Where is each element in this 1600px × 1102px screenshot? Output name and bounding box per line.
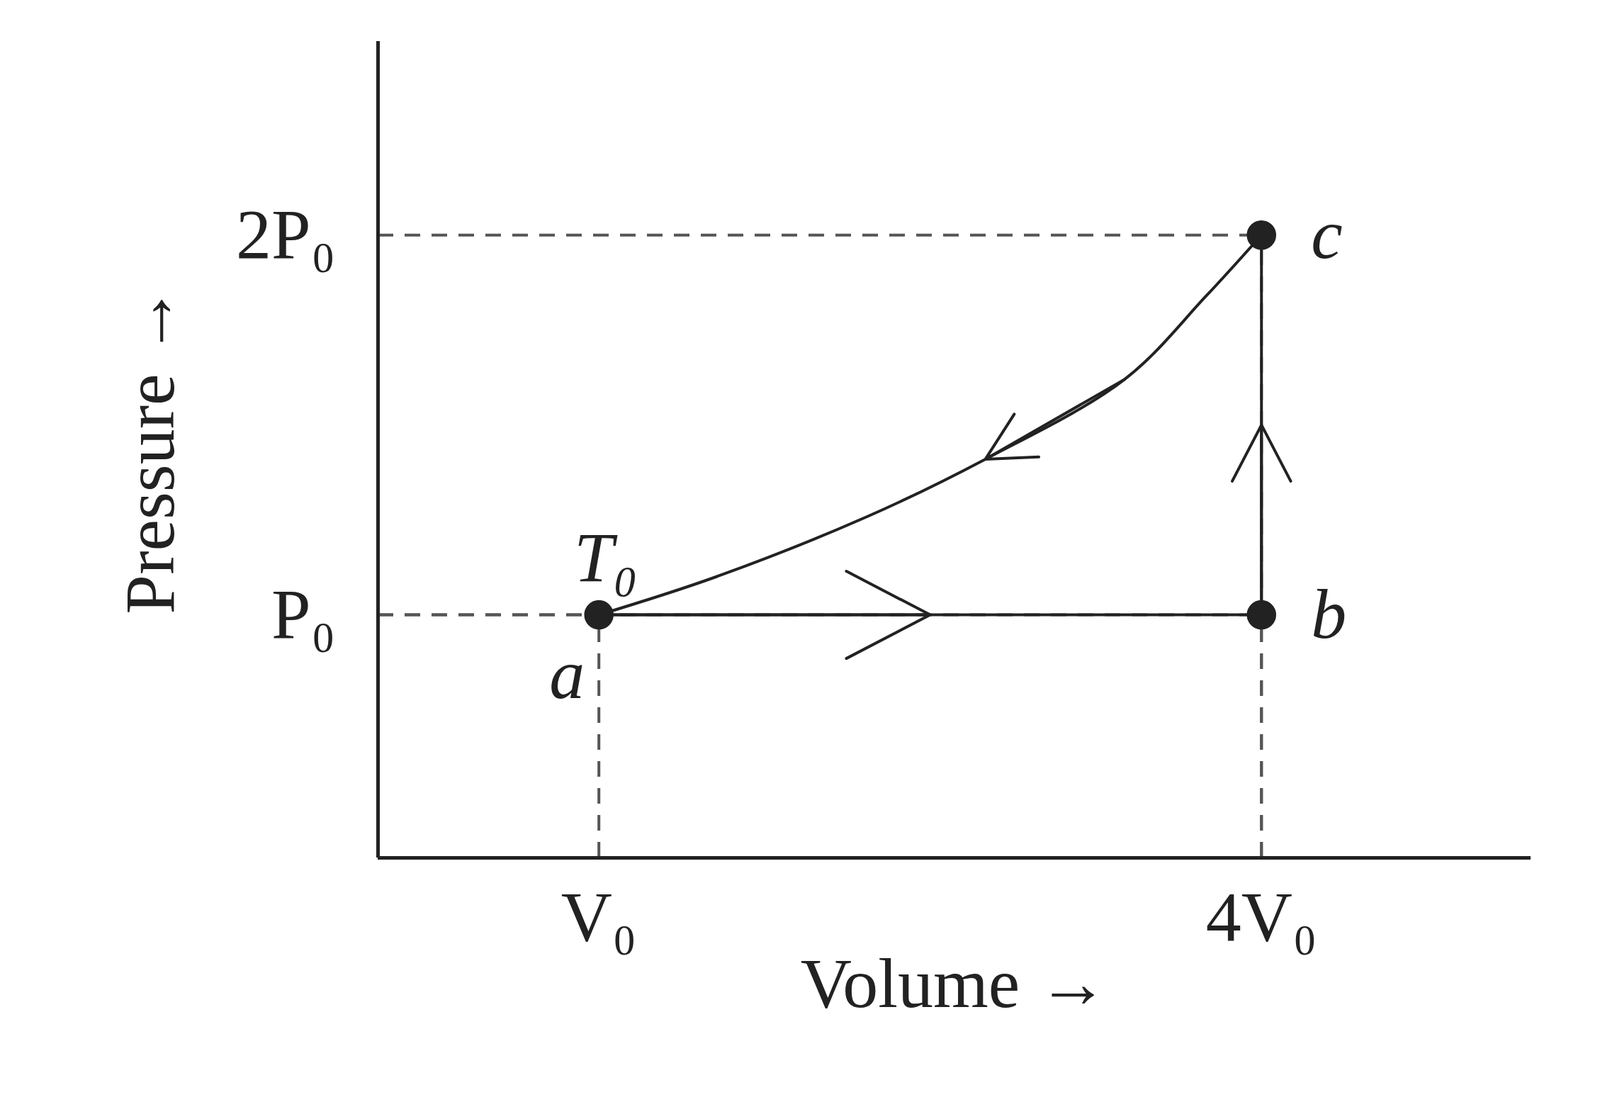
svg-text:P₀: P₀ [271,574,336,654]
svg-text:c: c [1310,194,1343,274]
svg-text:Volume →: Volume → [800,943,1109,1023]
svg-text:b: b [1310,574,1347,654]
svg-text:V₀: V₀ [561,877,638,956]
svg-text:4V₀: 4V₀ [1206,877,1318,956]
svg-text:T₀: T₀ [573,517,638,597]
svg-text:a: a [549,634,585,714]
svg-text:Pressure →: Pressure → [110,285,190,615]
svg-text:2P₀: 2P₀ [235,194,336,274]
